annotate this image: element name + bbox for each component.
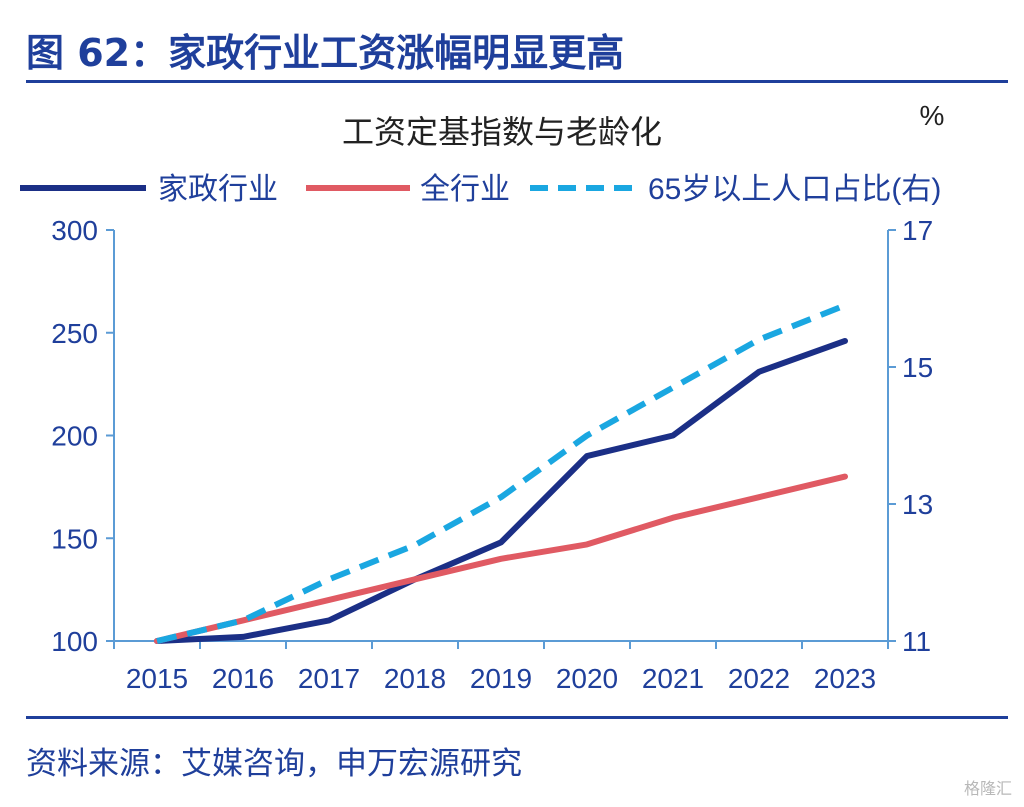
x-axis-tick-label: 2016 xyxy=(212,663,274,694)
footer-rule xyxy=(26,716,1008,719)
left-axis-tick-label: 200 xyxy=(51,421,98,452)
right-axis-unit: % xyxy=(920,100,945,131)
series-line-1 xyxy=(154,337,848,644)
left-axis-tick-label: 100 xyxy=(51,626,98,657)
x-axis-tick-label: 2020 xyxy=(556,663,618,694)
right-axis-tick-label: 13 xyxy=(902,489,933,520)
right-axis-tick-label: 17 xyxy=(902,215,933,246)
figure-title: 图 62：家政行业工资涨幅明显更高 xyxy=(26,31,625,75)
legend: 家政行业 全行业 65岁以上人口占比(右) xyxy=(20,173,941,206)
right-axis-tick-label: 11 xyxy=(902,626,931,657)
source-note: 资料来源：艾媒咨询，申万宏源研究 xyxy=(26,746,522,782)
x-axis-tick-label: 2021 xyxy=(642,663,704,694)
series-line-3 xyxy=(156,302,847,644)
header-rule xyxy=(26,80,1008,83)
watermark: 格隆汇 xyxy=(963,779,1012,798)
x-axis-tick-label: 2018 xyxy=(384,663,446,694)
x-axis-tick-label: 2022 xyxy=(728,663,790,694)
x-axis-tick-label: 2015 xyxy=(126,663,188,694)
left-axis-tick-label: 300 xyxy=(51,215,98,246)
legend-label-1: 家政行业 xyxy=(158,173,278,206)
line-chart: 工资定基指数与老龄化 % 家政行业 全行业 65岁以上人口占比(右) 100 150 2… xyxy=(20,100,945,694)
series-group xyxy=(154,302,848,644)
x-axis-tick-label: 2017 xyxy=(298,663,360,694)
x-axis-tick-label: 2019 xyxy=(470,663,532,694)
x-axis-tick-label: 2023 xyxy=(814,663,876,694)
chart-title: 工资定基指数与老龄化 xyxy=(342,114,662,150)
axes: 100 150 200 250 300 11 13 15 17 2015 2016 2017 2018 2… xyxy=(51,215,933,694)
left-axis-tick-label: 150 xyxy=(51,523,98,554)
left-axis-tick-label: 250 xyxy=(51,318,98,349)
legend-label-3: 65岁以上人口占比(右) xyxy=(648,173,941,206)
legend-label-2: 全行业 xyxy=(420,173,510,206)
series-line-2 xyxy=(154,473,848,644)
right-axis-tick-label: 15 xyxy=(902,352,933,383)
